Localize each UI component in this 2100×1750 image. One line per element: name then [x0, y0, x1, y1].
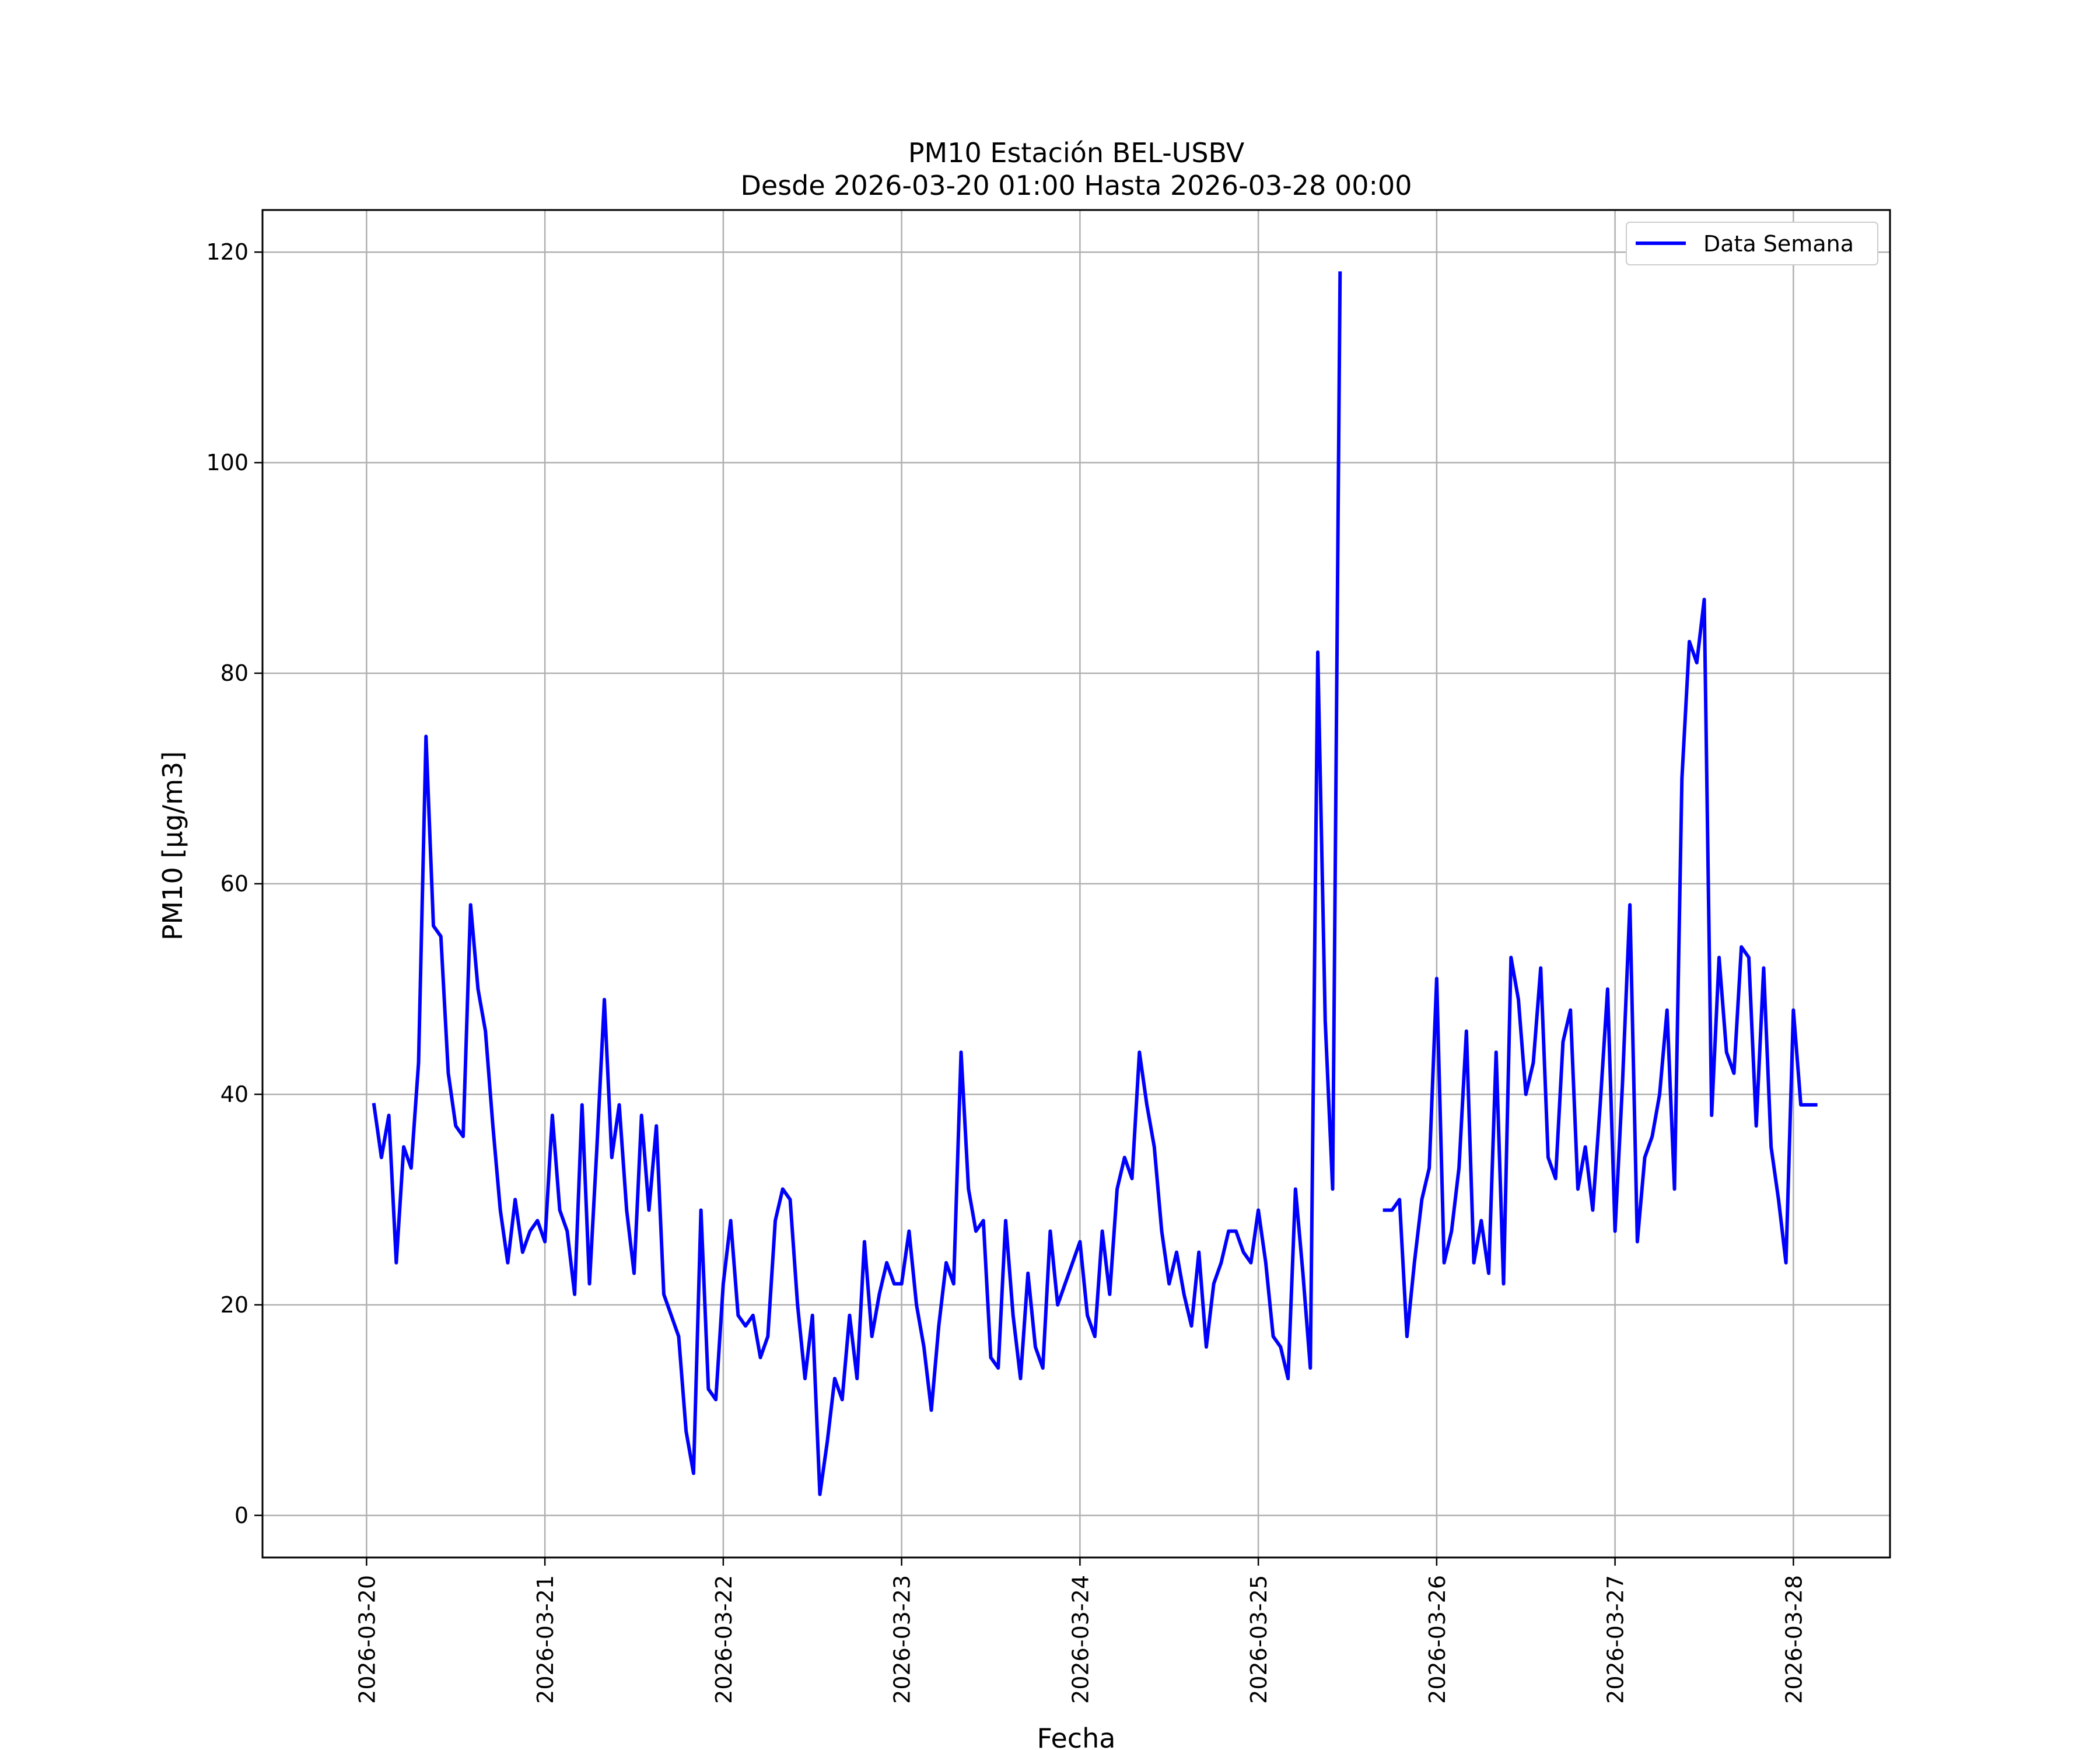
y-axis: 0 20 40 60 80 100 120: [206, 239, 262, 1528]
legend: Data Semana: [1626, 222, 1878, 265]
chart-title: PM10 Estación BEL-USBV: [908, 137, 1245, 169]
y-tick-label: 100: [206, 450, 249, 475]
y-tick-label: 60: [220, 871, 249, 897]
legend-label: Data Semana: [1703, 231, 1854, 257]
y-tick-label: 20: [220, 1292, 249, 1318]
y-tick-label: 40: [220, 1082, 249, 1107]
series-line: [372, 271, 1818, 1496]
x-axis: 2026-03-20 2026-03-21 2026-03-22 2026-03-23…: [354, 1558, 1807, 1704]
x-tick-label: 2026-03-24: [1068, 1575, 1093, 1704]
x-tick-label: 2026-03-27: [1603, 1575, 1629, 1704]
y-tick-label: 120: [206, 239, 249, 265]
legend-box: [1626, 222, 1878, 265]
x-tick-label: 2026-03-25: [1246, 1575, 1272, 1704]
series-layer: [372, 271, 1818, 1496]
y-axis-label: PM10 [μg/m3]: [157, 751, 188, 941]
x-tick-label: 2026-03-28: [1781, 1575, 1807, 1704]
chart-subtitle: Desde 2026-03-20 01:00 Hasta 2026-03-28 …: [740, 170, 1412, 201]
grid: [262, 210, 1890, 1558]
x-tick-label: 2026-03-20: [354, 1575, 380, 1704]
y-tick-label: 80: [220, 660, 249, 686]
x-tick-label: 2026-03-26: [1424, 1575, 1450, 1704]
x-axis-label: Fecha: [1037, 1723, 1116, 1750]
x-tick-label: 2026-03-22: [711, 1575, 737, 1704]
x-tick-label: 2026-03-23: [890, 1575, 915, 1704]
y-tick-label: 0: [235, 1503, 249, 1528]
x-tick-label: 2026-03-21: [533, 1575, 558, 1704]
